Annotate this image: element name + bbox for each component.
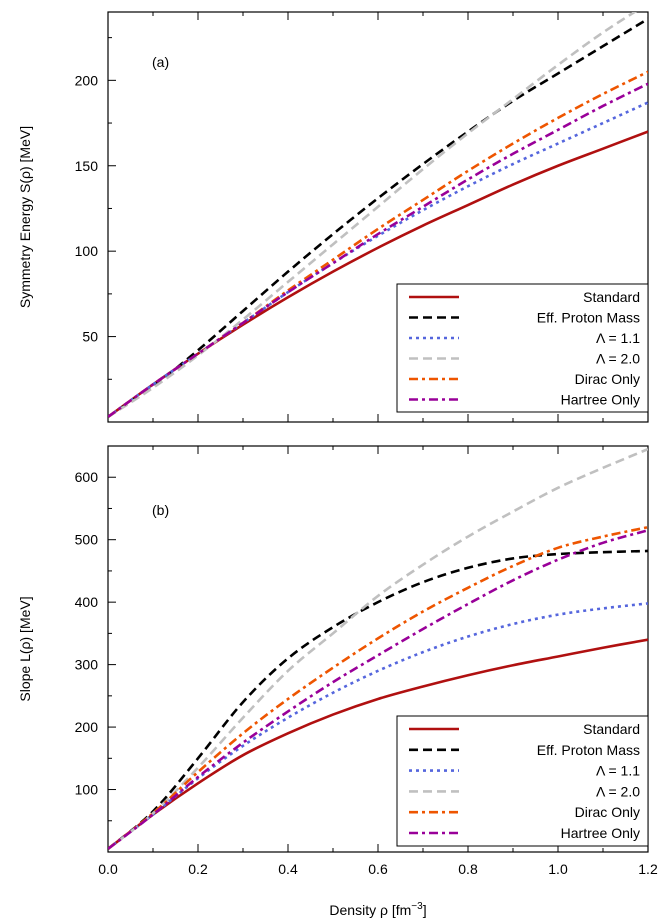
x-axis-label-sup: −3	[411, 901, 423, 912]
legend-label-lambda_2_0: Λ = 2.0	[596, 351, 640, 367]
y-tick-label: 500	[75, 532, 99, 548]
legend-label-eff_proton_mass: Eff. Proton Mass	[537, 742, 640, 758]
panel-a-series	[108, 12, 648, 418]
legend-label-eff_proton_mass: Eff. Proton Mass	[537, 310, 640, 326]
x-axis-label-end: ]	[423, 902, 427, 918]
series-line-hartree_only	[108, 82, 648, 418]
y-tick-label: 100	[75, 243, 99, 259]
x-tick-label: 1.0	[548, 861, 568, 877]
x-tick-label: 0.8	[458, 861, 478, 877]
y-tick-label: 200	[75, 72, 99, 88]
panel-a-ticks: 50 100 150 200	[75, 12, 649, 422]
y-tick-label: 600	[75, 469, 99, 485]
series-line-lambda_2_0	[108, 447, 648, 850]
x-tick-label: 0.4	[278, 861, 298, 877]
panel-a-label: (a)	[152, 54, 169, 70]
series-line-eff_proton_mass	[108, 549, 648, 850]
panel-a-legend: Standard Eff. Proton Mass Λ = 1.1 Λ = 2.0 Di…	[396, 283, 649, 413]
x-axis-label-main: Density ρ [fm	[329, 902, 411, 918]
legend-label-hartree_only: Hartree Only	[561, 825, 640, 841]
legend-label-lambda_1_1: Λ = 1.1	[596, 763, 640, 779]
panel-b-label: (b)	[152, 502, 169, 518]
legend-label-hartree_only: Hartree Only	[561, 392, 640, 408]
panel-a-ylabel: Symmetry Energy S(ρ) [MeV]	[17, 126, 33, 308]
x-tick-label: 0.6	[368, 861, 388, 877]
series-line-dirac_only	[108, 525, 648, 850]
series-line-standard	[108, 130, 648, 418]
x-tick-label: 1.2	[638, 861, 658, 877]
y-tick-label: 400	[75, 594, 99, 610]
panel-a-symmetry-energy: (a) Symmetry Energy S(ρ) [MeV] 50 100 150 2…	[17, 11, 649, 423]
y-tick-label: 200	[75, 719, 99, 735]
panel-b-slope: (b) Slope L(ρ) [MeV] 0.0 0.2 0.4 0.6 0.8 1.0 1…	[17, 445, 658, 918]
series-line-eff_proton_mass	[108, 17, 648, 418]
legend-label-dirac_only: Dirac Only	[575, 371, 640, 387]
panel-b-series	[108, 447, 648, 850]
series-line-standard	[108, 638, 648, 850]
x-axis-label: Density ρ [fm−3]	[329, 901, 426, 918]
panel-b-ylabel: Slope L(ρ) [MeV]	[17, 596, 33, 701]
legend-label-standard: Standard	[583, 721, 640, 737]
legend-label-lambda_2_0: Λ = 2.0	[596, 783, 640, 799]
y-tick-label: 50	[82, 329, 98, 345]
legend-label-standard: Standard	[583, 289, 640, 305]
panel-b-legend: Standard Eff. Proton Mass Λ = 1.1 Λ = 2.0 Di…	[396, 715, 649, 847]
series-line-hartree_only	[108, 529, 648, 850]
y-tick-label: 100	[75, 782, 99, 798]
y-tick-label: 150	[75, 158, 99, 174]
panel-b-legend-box	[396, 715, 649, 847]
series-line-lambda_2_0	[108, 12, 637, 418]
legend-label-dirac_only: Dirac Only	[575, 804, 640, 820]
panel-b-ticks: 0.0 0.2 0.4 0.6 0.8 1.0 1.2 100 200 300 400 500 600	[75, 446, 658, 877]
series-line-lambda_1_1	[108, 101, 648, 418]
x-tick-label: 0.0	[98, 861, 118, 877]
series-line-dirac_only	[108, 70, 648, 418]
panel-a-legend-box	[396, 283, 649, 413]
y-tick-label: 300	[75, 657, 99, 673]
x-tick-label: 0.2	[188, 861, 208, 877]
legend-label-lambda_1_1: Λ = 1.1	[596, 330, 640, 346]
